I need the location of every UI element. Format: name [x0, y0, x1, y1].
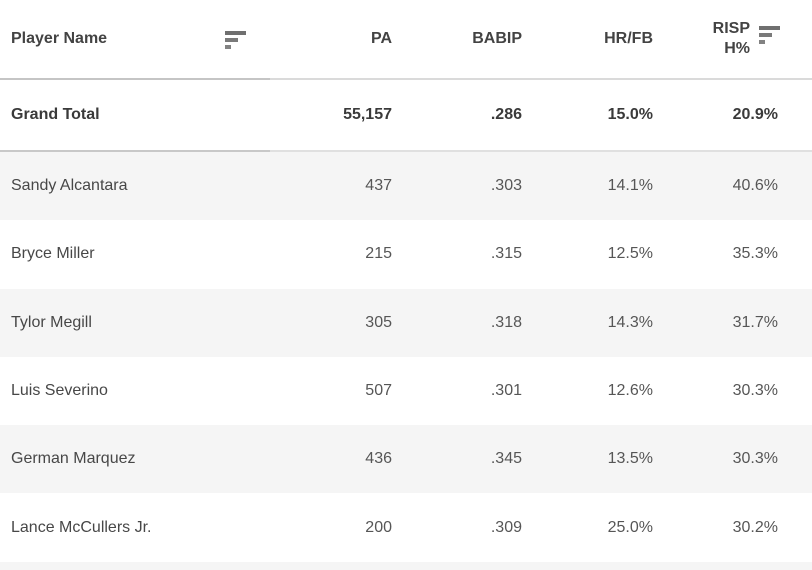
column-header-player-name[interactable]: Player Name: [0, 0, 270, 80]
cell-risp: 40.6%: [732, 177, 778, 195]
table-row: German Marquez 436 .345 13.5% 30.3%: [0, 425, 812, 494]
column-header-risp[interactable]: RISP H%: [653, 0, 780, 80]
cell-player-name: German Marquez: [11, 450, 136, 468]
sort-bar: [225, 31, 246, 35]
grand-total-pa: 55,157: [270, 80, 392, 152]
cell-player-name: Bryce Miller: [11, 245, 95, 263]
cell-player-name: Luis Severino: [11, 382, 108, 400]
cell-risp: 30.2%: [732, 518, 778, 536]
table-row: Bryce Miller 215 .315 12.5% 35.3%: [0, 220, 812, 288]
cell-player-name: Sandy Alcantara: [11, 177, 128, 195]
column-header-hrfb[interactable]: HR/FB: [522, 0, 653, 80]
cell-pa: 305: [365, 313, 392, 331]
partial-next-row: [0, 561, 812, 570]
sort-bar: [759, 33, 772, 37]
cell-risp: 30.3%: [732, 382, 778, 400]
sort-descending-icon[interactable]: [759, 26, 780, 44]
sort-bar: [225, 38, 238, 42]
cell-pa: 215: [365, 245, 392, 263]
cell-babip: .309: [490, 518, 522, 536]
cell-hrfb: 14.3%: [607, 313, 653, 331]
table-row: Luis Severino 507 .301 12.6% 30.3%: [0, 357, 812, 425]
table-row: Sandy Alcantara 437 .303 14.1% 40.6%: [0, 152, 812, 221]
header-spacer: [778, 0, 812, 80]
cell-hrfb: 12.6%: [607, 382, 653, 400]
cell-pa: 507: [365, 382, 392, 400]
column-header-risp-label: RISP H%: [712, 20, 750, 57]
cell-babip: .318: [490, 313, 522, 331]
table-row: Tylor Megill 305 .318 14.3% 31.7%: [0, 288, 812, 357]
sort-descending-icon[interactable]: [225, 31, 246, 49]
cell-hrfb: 13.5%: [607, 450, 653, 468]
cell-babip: .315: [490, 245, 522, 263]
cell-hrfb: 25.0%: [607, 518, 653, 536]
cell-pa: 437: [365, 177, 392, 195]
sort-bar: [225, 45, 231, 49]
grand-total-label: Grand Total: [0, 80, 270, 152]
column-header-babip[interactable]: BABIP: [392, 0, 522, 80]
grand-total-risp: 20.9%: [653, 80, 778, 152]
cell-risp: 35.3%: [732, 245, 778, 263]
column-header-hrfb-label: HR/FB: [604, 30, 653, 47]
sort-bar: [759, 40, 765, 44]
sort-bar: [759, 26, 780, 30]
cell-risp: 30.3%: [732, 450, 778, 468]
cell-player-name: Tylor Megill: [11, 313, 92, 331]
column-header-pa-label: PA: [370, 30, 392, 47]
column-header-pa[interactable]: PA: [270, 0, 392, 80]
cell-babip: .345: [490, 450, 522, 468]
cell-pa: 200: [365, 518, 392, 536]
grand-total-babip: .286: [392, 80, 522, 152]
cell-babip: .303: [490, 177, 522, 195]
cell-babip: .301: [490, 382, 522, 400]
table-header-row: Player Name PA BABIP HR/FB RISP H%: [0, 0, 812, 80]
grand-total-hrfb: 15.0%: [522, 80, 653, 152]
column-header-babip-label: BABIP: [472, 30, 522, 47]
grand-total-row: Grand Total 55,157 .286 15.0% 20.9%: [0, 80, 812, 152]
cell-hrfb: 12.5%: [607, 245, 653, 263]
cell-player-name: Lance McCullers Jr.: [11, 518, 152, 536]
cell-hrfb: 14.1%: [607, 177, 653, 195]
cell-pa: 436: [365, 450, 392, 468]
column-header-player-name-label: Player Name: [11, 30, 108, 47]
table-row: Lance McCullers Jr. 200 .309 25.0% 30.2%: [0, 493, 812, 561]
cell-risp: 31.7%: [732, 313, 778, 331]
